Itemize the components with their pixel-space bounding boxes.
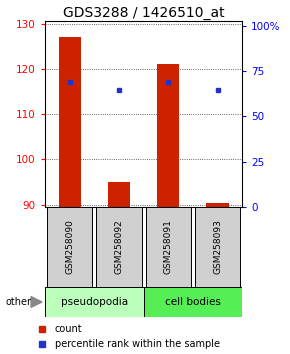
Text: GSM258090: GSM258090	[65, 219, 74, 274]
Text: count: count	[55, 324, 82, 334]
Text: pseudopodia: pseudopodia	[61, 297, 128, 307]
Bar	[195, 207, 240, 287]
Bar	[146, 207, 191, 287]
Text: GSM258092: GSM258092	[114, 219, 124, 274]
Polygon shape	[31, 297, 42, 307]
Text: GSM258091: GSM258091	[164, 219, 173, 274]
Bar	[108, 182, 130, 207]
Text: cell bodies: cell bodies	[165, 297, 221, 307]
Bar	[157, 64, 179, 207]
Bar	[47, 207, 92, 287]
Text: GSM258093: GSM258093	[213, 219, 222, 274]
Bar	[59, 37, 81, 207]
Text: other: other	[6, 297, 32, 307]
Title: GDS3288 / 1426510_at: GDS3288 / 1426510_at	[63, 6, 224, 20]
Bar	[144, 287, 242, 317]
Text: percentile rank within the sample: percentile rank within the sample	[55, 339, 220, 349]
Bar	[45, 287, 144, 317]
Bar	[96, 207, 142, 287]
Bar	[206, 202, 229, 207]
